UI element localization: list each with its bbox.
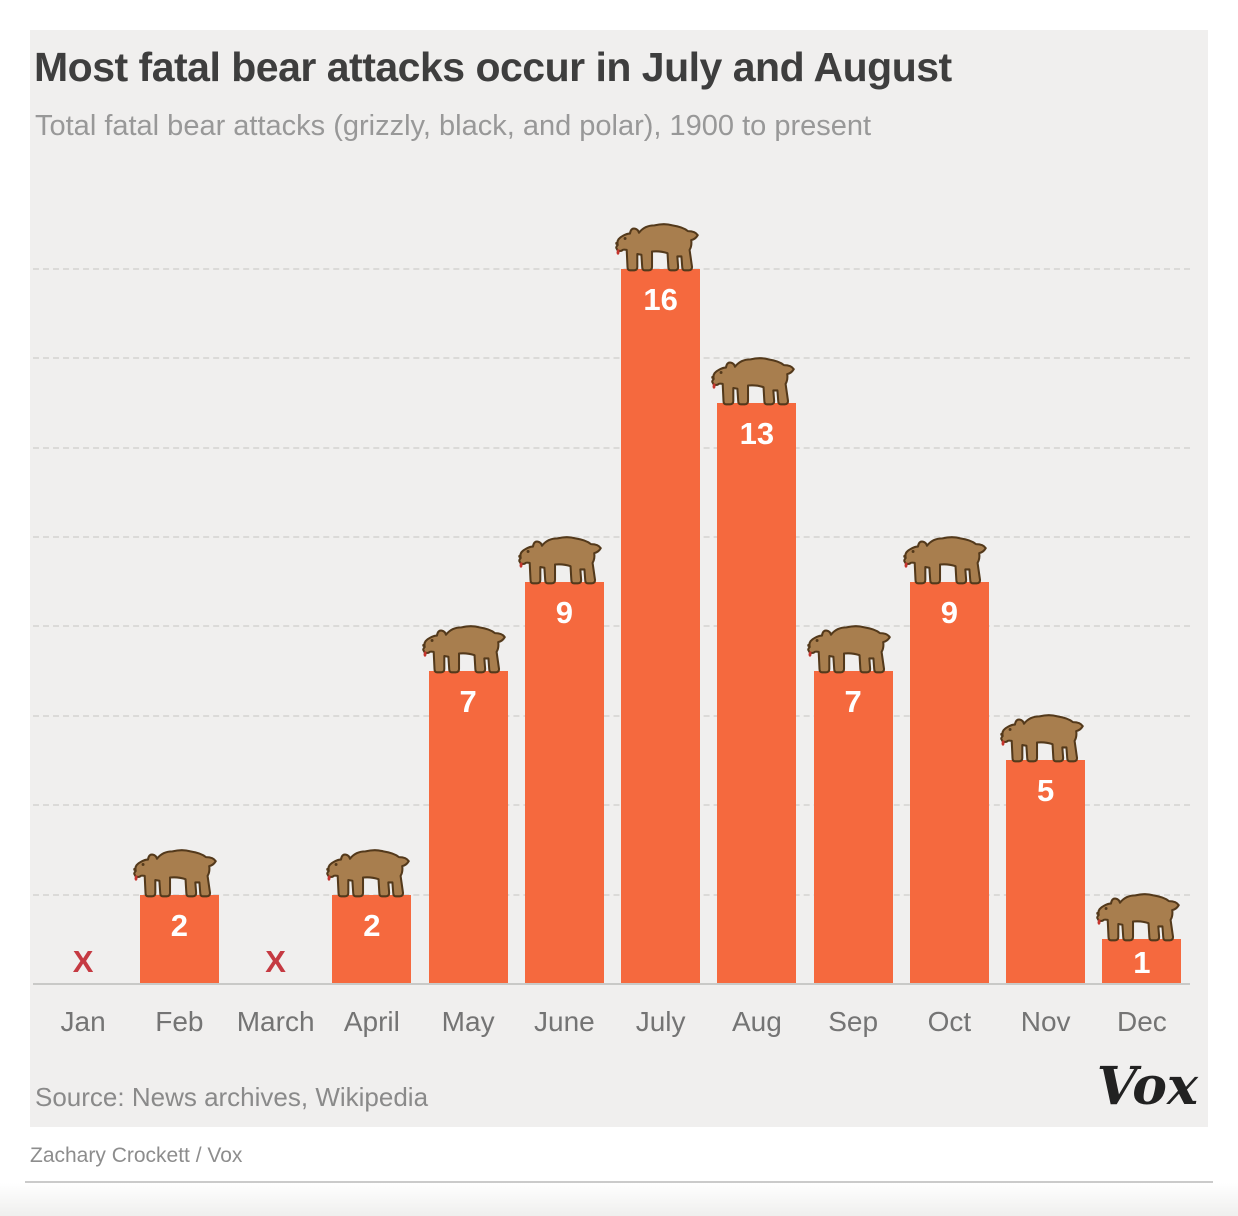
axis-label-june: June (534, 1006, 595, 1037)
axis-label-nov: Nov (1020, 1006, 1071, 1037)
gridline-10 (33, 536, 1190, 538)
bar-oct: 9 (909, 582, 989, 984)
bar-value-label: 5 (1037, 773, 1055, 808)
bar-value-label: 9 (555, 595, 573, 630)
bar-value-label: 7 (844, 684, 862, 719)
gridline-2 (33, 893, 1190, 896)
axis-label-march: March (236, 1006, 315, 1037)
gridline-12 (33, 446, 1190, 449)
bar-nov: 5 (1006, 760, 1086, 984)
gridline-6 (33, 714, 1190, 717)
bar-dec: 1 (1102, 939, 1182, 984)
axis-label-may: May (441, 1006, 495, 1037)
footer-divider (25, 1181, 1213, 1183)
bar-aug: 13 (717, 403, 797, 984)
gridline-14 (33, 357, 1190, 360)
vox-logo: Vox (1096, 1056, 1198, 1117)
bar-june: 9 (524, 582, 604, 984)
bar-value-label: 2 (170, 908, 188, 943)
gridline-8 (33, 625, 1190, 628)
bar-july: 16 (621, 269, 701, 984)
chart-subtitle: Total fatal bear attacks (grizzly, black… (35, 110, 872, 142)
x-axis-line (33, 983, 1190, 985)
bar-value-label: 9 (940, 595, 958, 630)
axis-label-oct: Oct (927, 1006, 972, 1037)
bar-value-label: 16 (643, 282, 678, 317)
bar-value-label: 1 (1133, 944, 1151, 980)
bar-value-label: 13 (739, 416, 775, 451)
gridline-4 (33, 804, 1190, 807)
bar-may: 7 (428, 671, 508, 984)
axis-label-dec: Dec (1116, 1006, 1167, 1037)
bar-feb: 2 (139, 895, 219, 984)
axis-label-feb: Feb (155, 1006, 204, 1037)
bar-sep: 7 (813, 671, 893, 984)
zero-marker-march: X (265, 944, 286, 979)
chart-title: Most fatal bear attacks occur in July an… (34, 44, 952, 90)
axis-label-july: July (635, 1006, 686, 1037)
bar-value-label: 2 (363, 908, 381, 943)
zero-marker-jan: X (72, 944, 94, 979)
bar-value-label: 7 (459, 684, 477, 719)
credit-line: Zachary Crockett / Vox (30, 1144, 243, 1167)
source-note: Source: News archives, Wikipedia (35, 1082, 429, 1112)
axis-label-sep: Sep (828, 1006, 879, 1037)
bottom-fade (0, 1183, 1238, 1216)
axis-label-aug: Aug (731, 1006, 782, 1037)
axis-label-april: April (343, 1006, 400, 1037)
bar-april: 2 (332, 895, 412, 984)
axis-label-jan: Jan (60, 1006, 106, 1037)
gridline-16 (33, 267, 1190, 270)
